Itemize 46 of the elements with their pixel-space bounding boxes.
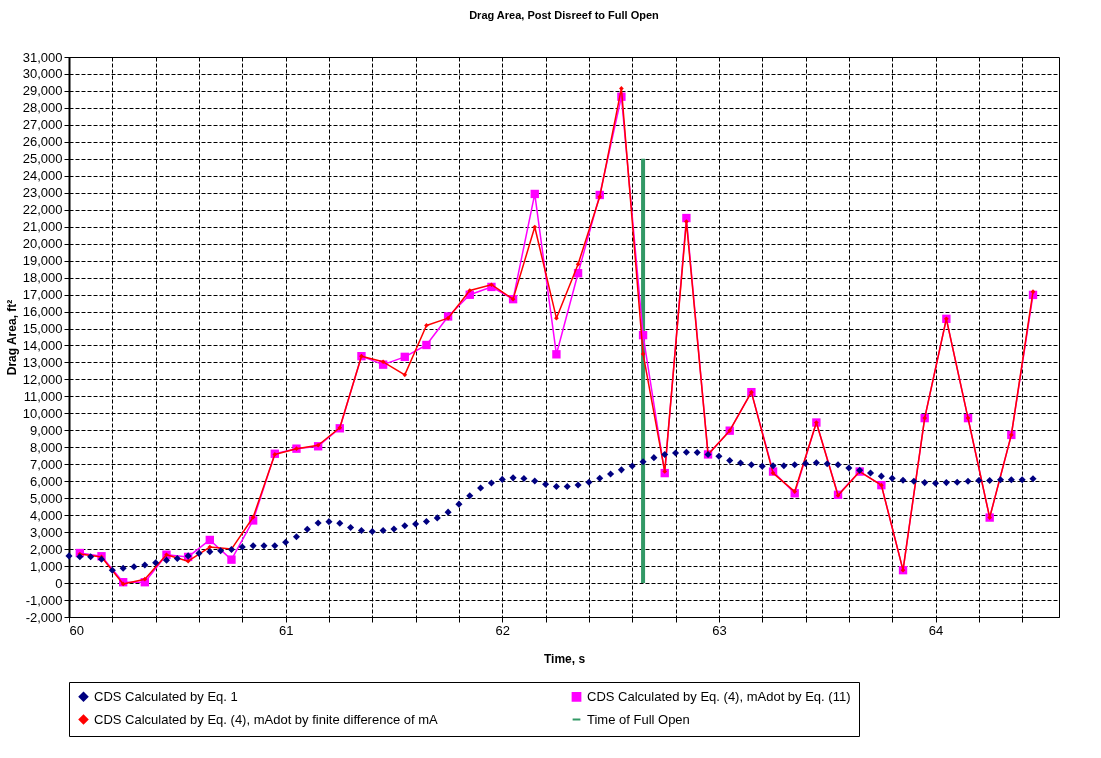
- y-tick-label: 15,000: [22, 321, 63, 337]
- y-tick-label: 28,000: [22, 100, 63, 116]
- y-tick-label: 17,000: [22, 287, 63, 303]
- y-tick-label: 19,000: [22, 253, 63, 269]
- y-tick-label: 27,000: [22, 117, 63, 133]
- y-tick-label: 21,000: [22, 219, 63, 235]
- x-axis-title: Time, s: [543, 651, 586, 666]
- y-tick-label: 26,000: [22, 134, 63, 150]
- y-axis-title: Drag Area, ft²: [4, 299, 19, 376]
- y-tick-label: 20,000: [22, 236, 63, 252]
- y-tick-label: 12,000: [22, 371, 63, 387]
- y-tick-label: 7,000: [29, 456, 63, 472]
- y-tick-label: 14,000: [22, 337, 63, 353]
- y-tick-label: 25,000: [22, 151, 63, 167]
- legend-label: Time of Full Open: [587, 711, 690, 727]
- y-tick-label: 29,000: [22, 83, 63, 99]
- y-tick-label: 10,000: [22, 405, 63, 421]
- y-tick-label: 16,000: [22, 304, 63, 320]
- x-tick-label: 64: [928, 622, 944, 638]
- y-tick-label: 11,000: [23, 388, 63, 404]
- x-tick-label: 63: [712, 622, 727, 638]
- y-tick-label: 2,000: [29, 541, 63, 557]
- x-tick-label: 60: [69, 622, 84, 638]
- x-tick-label: 61: [278, 622, 294, 638]
- y-tick-label: 5,000: [29, 490, 63, 506]
- y-tick-label: 24,000: [22, 168, 63, 184]
- chart-title: Drag Area, Post Disreef to Full Open: [469, 9, 660, 21]
- legend-label: CDS Calculated by Eq. 1: [94, 688, 238, 704]
- y-tick-label: -2,000: [25, 609, 63, 625]
- y-tick-label: 22,000: [22, 202, 63, 218]
- y-tick-label: 0: [55, 575, 63, 591]
- x-tick-label: 62: [495, 622, 510, 638]
- y-tick-label: 23,000: [22, 185, 63, 201]
- y-tick-label: -1,000: [25, 592, 63, 608]
- y-tick-label: 9,000: [29, 422, 63, 438]
- y-tick-label: 18,000: [22, 270, 63, 286]
- y-tick-label: 4,000: [29, 507, 63, 523]
- legend-label: CDS Calculated by Eq. (4), mAdot by Eq. (11): [587, 688, 851, 704]
- y-tick-label: 6,000: [29, 473, 63, 489]
- y-tick-label: 3,000: [29, 524, 63, 540]
- y-tick-label: 8,000: [29, 439, 63, 455]
- y-tick-label: 1,000: [29, 558, 63, 574]
- legend-label: CDS Calculated by Eq. (4), mAdot by finite difference of mA: [94, 711, 439, 727]
- y-tick-label: 31,000: [22, 49, 63, 65]
- y-tick-label: 30,000: [22, 66, 63, 82]
- y-tick-label: 13,000: [22, 354, 63, 370]
